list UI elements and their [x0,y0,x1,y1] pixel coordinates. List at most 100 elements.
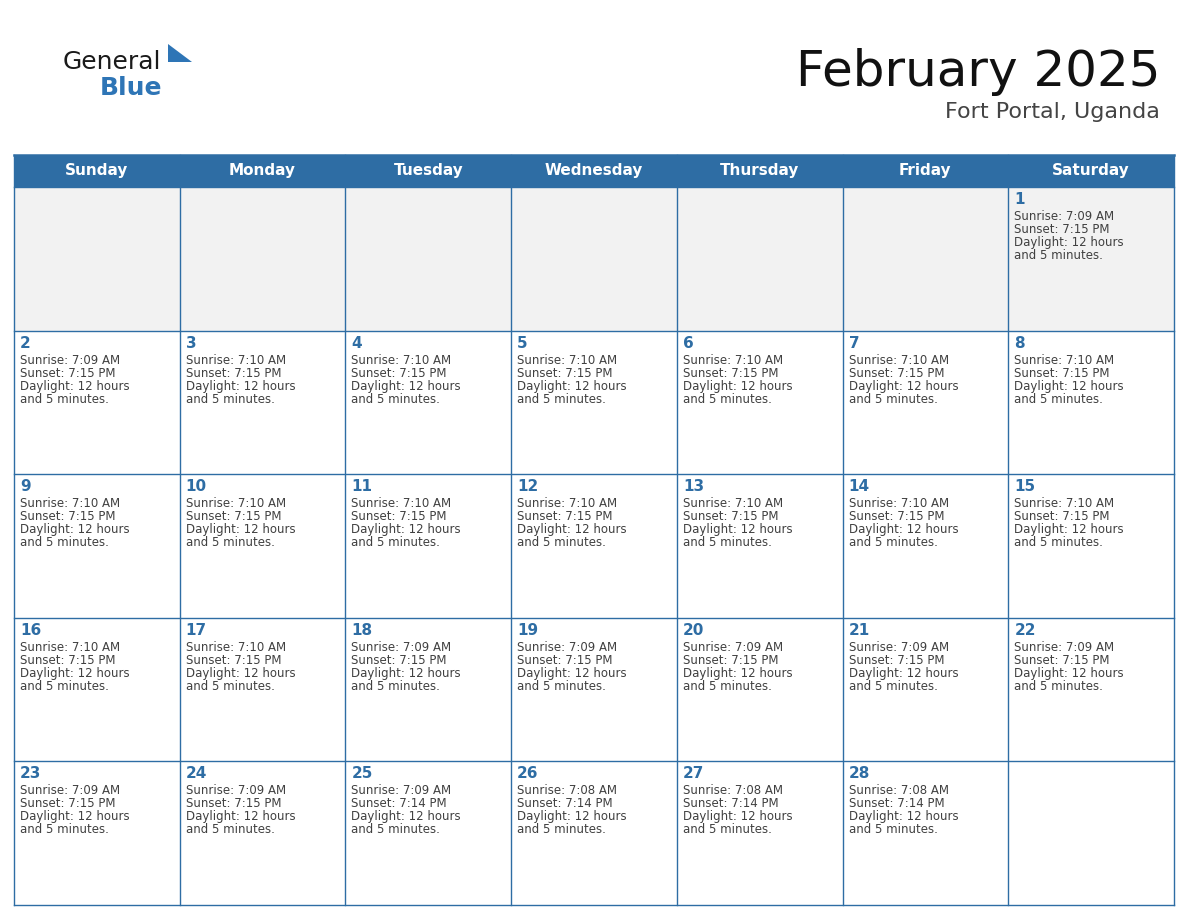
Text: Sunrise: 7:10 AM: Sunrise: 7:10 AM [683,353,783,366]
Text: Sunrise: 7:09 AM: Sunrise: 7:09 AM [352,641,451,654]
Text: Sunrise: 7:08 AM: Sunrise: 7:08 AM [683,784,783,798]
Text: 6: 6 [683,336,694,351]
Text: Sunrise: 7:10 AM: Sunrise: 7:10 AM [1015,353,1114,366]
Text: and 5 minutes.: and 5 minutes. [517,393,606,406]
Text: 22: 22 [1015,622,1036,638]
Text: Sunrise: 7:09 AM: Sunrise: 7:09 AM [1015,641,1114,654]
Text: 4: 4 [352,336,362,351]
Text: Sunset: 7:15 PM: Sunset: 7:15 PM [185,510,282,523]
Text: 23: 23 [20,767,42,781]
Text: 10: 10 [185,479,207,494]
Text: 1: 1 [1015,192,1025,207]
Text: and 5 minutes.: and 5 minutes. [185,536,274,549]
Text: 24: 24 [185,767,207,781]
Text: Sunrise: 7:10 AM: Sunrise: 7:10 AM [352,353,451,366]
Text: and 5 minutes.: and 5 minutes. [848,536,937,549]
Text: Sunset: 7:15 PM: Sunset: 7:15 PM [352,366,447,380]
Text: Sunset: 7:15 PM: Sunset: 7:15 PM [1015,510,1110,523]
Text: Sunset: 7:15 PM: Sunset: 7:15 PM [517,510,613,523]
Text: 2: 2 [20,336,31,351]
Text: Sunset: 7:14 PM: Sunset: 7:14 PM [517,798,613,811]
Text: Sunrise: 7:09 AM: Sunrise: 7:09 AM [352,784,451,798]
Text: Sunrise: 7:08 AM: Sunrise: 7:08 AM [517,784,617,798]
Text: Sunset: 7:15 PM: Sunset: 7:15 PM [20,510,115,523]
Text: and 5 minutes.: and 5 minutes. [352,393,441,406]
Text: Sunrise: 7:09 AM: Sunrise: 7:09 AM [20,784,120,798]
Text: Daylight: 12 hours: Daylight: 12 hours [517,666,627,680]
Text: 7: 7 [848,336,859,351]
Text: Daylight: 12 hours: Daylight: 12 hours [517,811,627,823]
Text: and 5 minutes.: and 5 minutes. [683,536,772,549]
Text: Sunrise: 7:09 AM: Sunrise: 7:09 AM [20,353,120,366]
Text: Sunrise: 7:09 AM: Sunrise: 7:09 AM [185,784,286,798]
Text: and 5 minutes.: and 5 minutes. [848,680,937,693]
Text: Sunset: 7:15 PM: Sunset: 7:15 PM [683,654,778,666]
Text: Monday: Monday [229,163,296,178]
Text: 8: 8 [1015,336,1025,351]
Text: Sunrise: 7:10 AM: Sunrise: 7:10 AM [517,498,618,510]
Text: 27: 27 [683,767,704,781]
Text: and 5 minutes.: and 5 minutes. [20,393,109,406]
Text: Daylight: 12 hours: Daylight: 12 hours [352,523,461,536]
Text: Sunset: 7:15 PM: Sunset: 7:15 PM [352,510,447,523]
Text: and 5 minutes.: and 5 minutes. [1015,680,1104,693]
Text: Sunrise: 7:09 AM: Sunrise: 7:09 AM [848,641,949,654]
Text: Sunset: 7:15 PM: Sunset: 7:15 PM [185,798,282,811]
Text: Daylight: 12 hours: Daylight: 12 hours [848,811,959,823]
Text: and 5 minutes.: and 5 minutes. [185,393,274,406]
Text: Sunrise: 7:10 AM: Sunrise: 7:10 AM [352,498,451,510]
Text: 12: 12 [517,479,538,494]
Text: General: General [63,50,162,74]
Polygon shape [168,44,192,62]
Text: Sunrise: 7:10 AM: Sunrise: 7:10 AM [185,498,286,510]
Text: Sunrise: 7:10 AM: Sunrise: 7:10 AM [848,353,949,366]
Text: and 5 minutes.: and 5 minutes. [517,823,606,836]
Text: Sunrise: 7:10 AM: Sunrise: 7:10 AM [683,498,783,510]
Text: Sunset: 7:15 PM: Sunset: 7:15 PM [517,366,613,380]
Text: Sunset: 7:15 PM: Sunset: 7:15 PM [1015,654,1110,666]
Text: Daylight: 12 hours: Daylight: 12 hours [352,380,461,393]
Text: 20: 20 [683,622,704,638]
Text: Daylight: 12 hours: Daylight: 12 hours [683,523,792,536]
Text: Sunset: 7:15 PM: Sunset: 7:15 PM [1015,223,1110,236]
Text: and 5 minutes.: and 5 minutes. [683,393,772,406]
Text: and 5 minutes.: and 5 minutes. [185,823,274,836]
Text: and 5 minutes.: and 5 minutes. [352,823,441,836]
Text: Sunrise: 7:10 AM: Sunrise: 7:10 AM [185,641,286,654]
Text: Sunset: 7:15 PM: Sunset: 7:15 PM [20,798,115,811]
Text: Sunrise: 7:09 AM: Sunrise: 7:09 AM [1015,210,1114,223]
Text: and 5 minutes.: and 5 minutes. [1015,536,1104,549]
Text: and 5 minutes.: and 5 minutes. [352,680,441,693]
Text: Sunset: 7:15 PM: Sunset: 7:15 PM [683,510,778,523]
Text: Sunrise: 7:10 AM: Sunrise: 7:10 AM [20,498,120,510]
Bar [14,187,1174,330]
Text: Saturday: Saturday [1053,163,1130,178]
Text: Daylight: 12 hours: Daylight: 12 hours [185,666,296,680]
Text: Sunset: 7:15 PM: Sunset: 7:15 PM [185,654,282,666]
Text: Sunset: 7:15 PM: Sunset: 7:15 PM [352,654,447,666]
Text: Sunset: 7:14 PM: Sunset: 7:14 PM [352,798,447,811]
Text: and 5 minutes.: and 5 minutes. [185,680,274,693]
Text: and 5 minutes.: and 5 minutes. [1015,249,1104,262]
Text: Sunrise: 7:10 AM: Sunrise: 7:10 AM [185,353,286,366]
Text: Sunset: 7:15 PM: Sunset: 7:15 PM [1015,366,1110,380]
Text: Wednesday: Wednesday [545,163,643,178]
Text: Daylight: 12 hours: Daylight: 12 hours [352,811,461,823]
Text: and 5 minutes.: and 5 minutes. [20,680,109,693]
Text: and 5 minutes.: and 5 minutes. [1015,393,1104,406]
Text: 15: 15 [1015,479,1036,494]
Text: Sunday: Sunday [65,163,128,178]
Text: Sunrise: 7:09 AM: Sunrise: 7:09 AM [683,641,783,654]
Text: Daylight: 12 hours: Daylight: 12 hours [1015,236,1124,249]
Text: Daylight: 12 hours: Daylight: 12 hours [20,523,129,536]
Text: Daylight: 12 hours: Daylight: 12 hours [1015,380,1124,393]
Text: Daylight: 12 hours: Daylight: 12 hours [20,380,129,393]
Text: Sunset: 7:14 PM: Sunset: 7:14 PM [848,798,944,811]
Text: Daylight: 12 hours: Daylight: 12 hours [185,523,296,536]
Text: Daylight: 12 hours: Daylight: 12 hours [848,380,959,393]
Text: Daylight: 12 hours: Daylight: 12 hours [683,811,792,823]
Text: and 5 minutes.: and 5 minutes. [517,536,606,549]
Text: Sunset: 7:15 PM: Sunset: 7:15 PM [683,366,778,380]
Text: Blue: Blue [100,76,163,100]
Text: 13: 13 [683,479,704,494]
